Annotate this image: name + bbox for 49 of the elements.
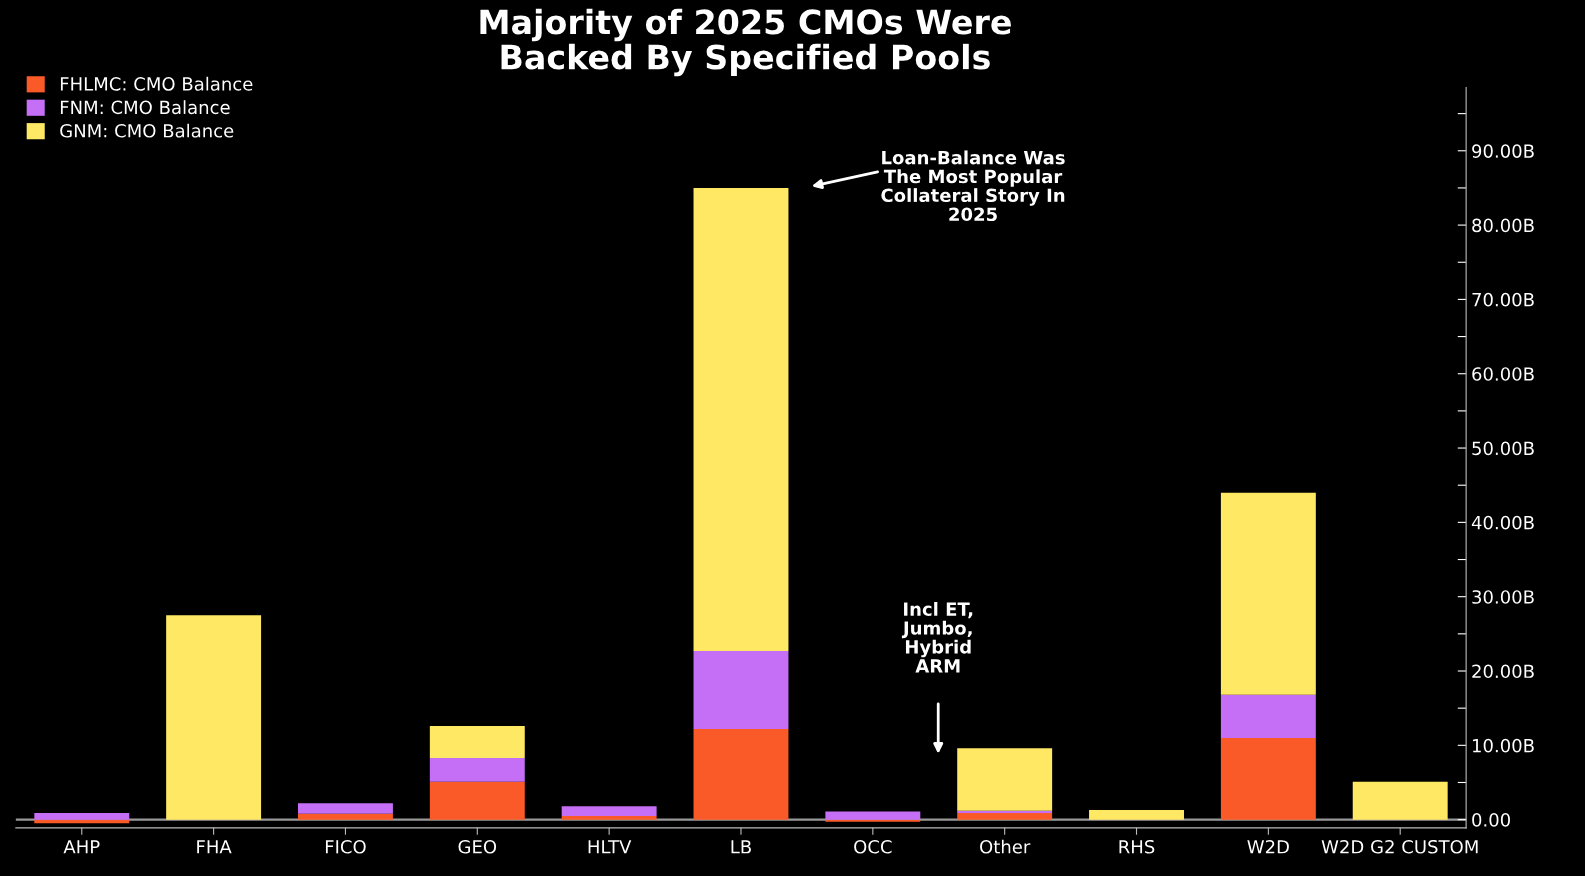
y-tick-label: 40.00B — [1471, 515, 1534, 530]
x-tick-label: LB — [731, 840, 751, 854]
bar — [561, 815, 657, 820]
bar — [825, 811, 921, 820]
x-tick-label: W2D G2 CUSTOM — [1321, 839, 1478, 854]
legend-label: FHLMC: CMO Balance — [60, 76, 253, 91]
chart-title: Majority of 2025 CMOs Were Backed By Specified Pools — [480, 8, 1011, 77]
y-tick-label: 20.00B — [1472, 664, 1534, 679]
y-tick-label: 90.00B — [1472, 144, 1534, 158]
bar — [1220, 694, 1316, 738]
y-tick-label: 0.00 — [1472, 813, 1510, 827]
x-tick-label: FHA — [197, 840, 232, 854]
y-tick-label: 30.00B — [1472, 590, 1534, 604]
y-tick-label: 80.00B — [1472, 218, 1534, 233]
bar — [166, 615, 262, 820]
bar — [34, 812, 130, 820]
y-tick-label: 70.00B — [1472, 292, 1534, 307]
bar — [825, 819, 921, 822]
bar — [1352, 781, 1448, 820]
x-tick-label: RHS — [1119, 839, 1155, 854]
bar — [693, 728, 789, 820]
bar — [561, 806, 657, 816]
x-tick-label: FICO — [325, 839, 366, 854]
bar — [297, 813, 393, 820]
x-tick-label: AHP — [63, 840, 100, 854]
bar — [429, 726, 525, 758]
bar — [1220, 492, 1316, 695]
annotation: Loan-Balance Was The Most Popular Collateral Story In 2025 — [881, 150, 1065, 222]
bar — [297, 803, 393, 814]
x-tick-label: Other — [980, 839, 1031, 854]
bar — [693, 187, 789, 651]
bar — [957, 812, 1053, 820]
x-tick-label: OCC — [854, 839, 892, 854]
legend-label: FNM: CMO Balance — [60, 100, 230, 115]
bar — [693, 650, 789, 729]
bar — [957, 748, 1053, 811]
bar — [957, 810, 1053, 813]
x-tick-label: HLTV — [588, 840, 632, 854]
annotation: Incl ET, Jumbo, Hybrid ARM — [901, 601, 973, 673]
legend-label: GNM: CMO Balance — [60, 123, 234, 138]
bar — [429, 757, 525, 782]
bar — [1089, 809, 1184, 820]
y-tick-label: 60.00B — [1472, 367, 1534, 381]
y-tick-label: 50.00B — [1472, 441, 1534, 456]
bar — [429, 781, 525, 820]
x-tick-label: GEO — [458, 839, 497, 854]
y-tick-label: 10.00B — [1472, 738, 1534, 753]
x-tick-label: W2D — [1247, 839, 1289, 854]
bar — [1220, 737, 1316, 820]
